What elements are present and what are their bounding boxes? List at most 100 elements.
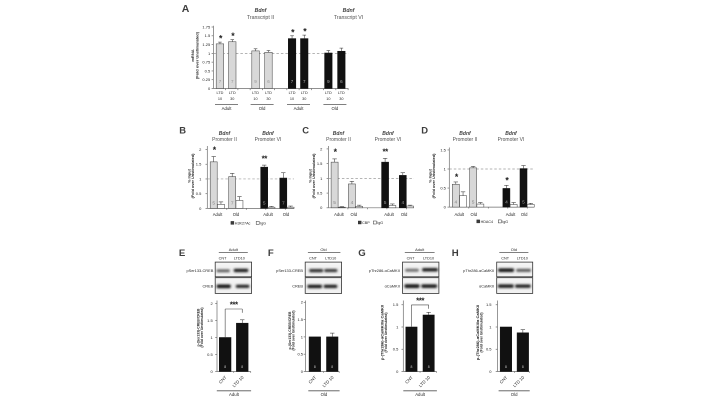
svg-text:0.5: 0.5 xyxy=(393,347,399,352)
svg-text:8: 8 xyxy=(241,365,243,369)
svg-text:Old: Old xyxy=(320,247,326,252)
svg-text:1.5: 1.5 xyxy=(207,318,213,323)
svg-text:1.5: 1.5 xyxy=(440,147,446,152)
svg-text:Adult: Adult xyxy=(415,392,426,397)
svg-text:Old: Old xyxy=(283,212,290,217)
svg-text:Bdnf: Bdnf xyxy=(505,131,518,137)
svg-text:10: 10 xyxy=(326,97,330,101)
svg-text:7: 7 xyxy=(219,79,222,84)
svg-text:0.25: 0.25 xyxy=(202,77,211,82)
svg-text:LTD: LTD xyxy=(252,91,259,95)
svg-text:1.25: 1.25 xyxy=(202,42,211,47)
svg-text:% Input: % Input xyxy=(187,168,191,182)
svg-text:1.5: 1.5 xyxy=(393,302,399,307)
svg-text:0: 0 xyxy=(210,369,213,374)
svg-text:CBP: CBP xyxy=(362,221,370,225)
svg-text:(Fold over Unstimulated): (Fold over Unstimulated) xyxy=(480,313,484,353)
svg-text:Adult: Adult xyxy=(229,247,239,252)
svg-text:CNT: CNT xyxy=(501,257,509,261)
svg-text:B: B xyxy=(179,124,186,135)
svg-text:1: 1 xyxy=(320,176,323,181)
svg-text:CNT: CNT xyxy=(404,375,414,385)
svg-text:5: 5 xyxy=(472,199,475,205)
svg-text:7: 7 xyxy=(291,79,294,84)
svg-text:H3K27Ac: H3K27Ac xyxy=(235,221,251,225)
svg-text:2: 2 xyxy=(320,146,323,151)
svg-text:CNT: CNT xyxy=(307,375,317,385)
svg-text:2: 2 xyxy=(301,300,304,305)
svg-text:IgG: IgG xyxy=(377,221,383,225)
svg-text:0.5: 0.5 xyxy=(196,191,202,196)
svg-text:Bdnf: Bdnf xyxy=(459,131,472,137)
svg-text:1: 1 xyxy=(208,51,211,56)
svg-text:8: 8 xyxy=(522,365,524,369)
svg-text:0.5: 0.5 xyxy=(486,347,492,352)
svg-text:1: 1 xyxy=(444,166,447,171)
svg-text:Transcript II: Transcript II xyxy=(247,15,274,21)
svg-text:Adult: Adult xyxy=(455,212,465,217)
svg-text:Bdnf: Bdnf xyxy=(262,131,275,137)
svg-text:A: A xyxy=(182,3,190,15)
svg-text:10: 10 xyxy=(290,97,294,101)
svg-text:Adult: Adult xyxy=(334,212,344,217)
svg-text:0: 0 xyxy=(444,205,447,210)
svg-text:(Fold over Unstimulated): (Fold over Unstimulated) xyxy=(384,313,388,353)
svg-text:4: 4 xyxy=(351,200,354,206)
svg-text:F: F xyxy=(268,248,274,259)
svg-text:0.5: 0.5 xyxy=(207,352,213,357)
svg-text:Old: Old xyxy=(259,106,266,111)
svg-text:5: 5 xyxy=(384,200,387,206)
svg-text:5: 5 xyxy=(212,201,215,207)
svg-text:p-(Ser133)-CREB/CREB: p-(Ser133)-CREB/CREB xyxy=(288,311,292,349)
svg-text:(Fold over Unstimulated): (Fold over Unstimulated) xyxy=(432,153,436,198)
svg-text:pSer133-CREB: pSer133-CREB xyxy=(276,268,303,273)
svg-text:8: 8 xyxy=(411,365,413,369)
svg-text:Promoter II: Promoter II xyxy=(326,137,351,143)
svg-text:0: 0 xyxy=(320,205,323,210)
svg-text:CNT: CNT xyxy=(219,257,227,261)
svg-text:pSer133-CREB: pSer133-CREB xyxy=(186,268,213,273)
svg-text:p-(Thr286)-αCaMKII/α CaMKII: p-(Thr286)-αCaMKII/α CaMKII xyxy=(380,305,385,360)
svg-text:1: 1 xyxy=(210,335,213,340)
svg-text:1: 1 xyxy=(301,334,304,339)
svg-text:LTD: LTD xyxy=(338,91,345,95)
svg-text:E: E xyxy=(179,248,186,259)
svg-text:7: 7 xyxy=(231,201,234,207)
svg-text:***: *** xyxy=(230,301,239,310)
svg-text:Old: Old xyxy=(471,212,478,217)
svg-text:30: 30 xyxy=(230,97,234,101)
svg-text:HDAC4: HDAC4 xyxy=(481,220,494,224)
svg-text:0.5: 0.5 xyxy=(317,191,323,196)
svg-text:9: 9 xyxy=(327,79,330,84)
svg-text:Promoter VI: Promoter VI xyxy=(498,137,525,143)
svg-text:CREB: CREB xyxy=(292,283,303,288)
svg-text:6: 6 xyxy=(340,79,343,84)
svg-text:Promoter II: Promoter II xyxy=(453,137,478,143)
svg-text:CNT: CNT xyxy=(218,375,228,385)
svg-text:8: 8 xyxy=(331,365,333,369)
svg-text:30: 30 xyxy=(302,97,306,101)
svg-text:Adult: Adult xyxy=(415,247,425,252)
svg-text:Old: Old xyxy=(351,212,358,217)
svg-text:4: 4 xyxy=(505,199,508,205)
svg-text:***: *** xyxy=(416,297,425,306)
svg-text:6: 6 xyxy=(267,79,270,84)
svg-text:1: 1 xyxy=(489,324,492,329)
svg-text:(Fold over Unstimulated): (Fold over Unstimulated) xyxy=(291,311,295,351)
svg-text:Adult: Adult xyxy=(384,212,394,217)
svg-text:Adult: Adult xyxy=(294,106,305,111)
svg-text:CREB: CREB xyxy=(202,283,213,288)
svg-text:7: 7 xyxy=(231,79,234,84)
svg-text:**: ** xyxy=(382,148,389,157)
svg-text:1: 1 xyxy=(396,324,399,329)
svg-text:Adult: Adult xyxy=(506,212,516,217)
svg-text:Old: Old xyxy=(321,392,328,397)
svg-text:0.5: 0.5 xyxy=(205,68,211,73)
svg-text:Bdnf: Bdnf xyxy=(343,8,356,14)
svg-text:Adult: Adult xyxy=(222,106,233,111)
svg-text:0.75: 0.75 xyxy=(202,60,211,65)
svg-text:D: D xyxy=(421,124,428,135)
svg-text:8: 8 xyxy=(314,365,316,369)
svg-text:αCaMKII: αCaMKII xyxy=(479,283,494,288)
svg-text:**: ** xyxy=(262,154,269,163)
